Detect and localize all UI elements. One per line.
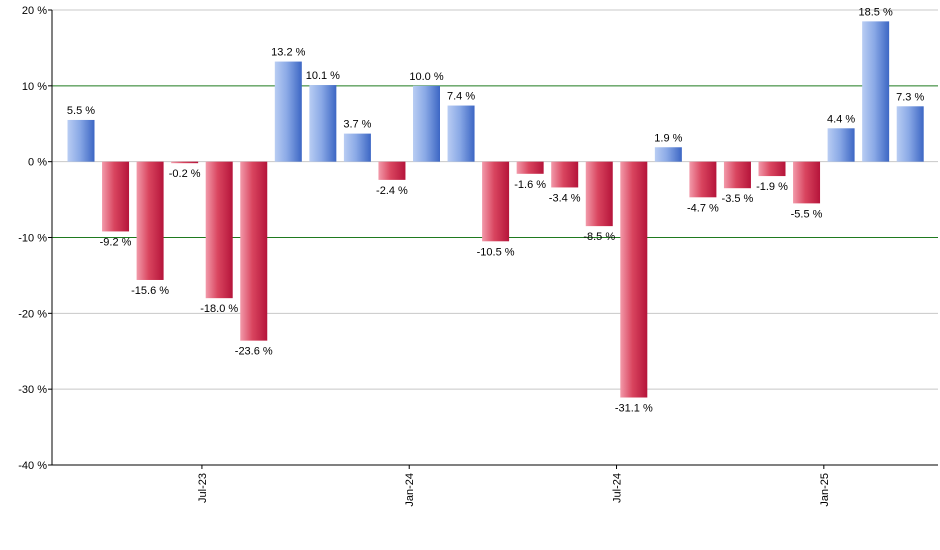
data-label: 18.5 % (859, 6, 893, 18)
bars (67, 21, 924, 398)
data-label: -15.6 % (131, 285, 169, 297)
data-label: -8.5 % (583, 231, 615, 243)
x-tick-label: Jan-25 (819, 473, 831, 507)
y-tick-label: -20 % (18, 308, 47, 320)
y-tick-label: -10 % (18, 233, 47, 245)
data-label: -3.5 % (722, 193, 754, 205)
bar (67, 119, 95, 162)
data-label: 1.9 % (654, 132, 682, 144)
data-label: -4.7 % (687, 202, 719, 214)
data-label: 7.3 % (896, 91, 924, 103)
data-label: 7.4 % (447, 91, 475, 103)
data-label: -10.5 % (477, 246, 515, 258)
data-label: -2.4 % (376, 185, 408, 197)
x-tick-label: Jul-23 (197, 473, 209, 503)
bar (827, 128, 855, 162)
bar (551, 161, 579, 188)
data-labels: 5.5 % -9.2 % -15.6 % -0.2 % -18.0 % -23.6 % 13… (67, 6, 925, 414)
bar (862, 21, 890, 162)
bar (620, 161, 648, 398)
data-label: 4.4 % (827, 113, 855, 125)
y-tick-label: -40 % (18, 460, 47, 472)
data-label: -1.9 % (756, 181, 788, 193)
bar (758, 161, 786, 177)
data-label: 5.5 % (67, 105, 95, 117)
bar (274, 61, 302, 162)
data-label: 13.2 % (271, 47, 305, 59)
bar (240, 161, 268, 341)
x-tick-label: Jan-24 (404, 473, 416, 507)
bar (447, 105, 475, 162)
bar (136, 161, 164, 280)
data-label: -9.2 % (100, 236, 132, 248)
axes: 20 % 10 % 0 % -10 % -20 % -30 % -40 % Jul-23 Jan… (18, 5, 938, 507)
data-label: -31.1 % (615, 403, 653, 415)
bar (654, 147, 682, 162)
bar (689, 161, 717, 198)
bar (205, 161, 233, 299)
y-tick-label: 0 % (28, 157, 47, 169)
bar (482, 161, 510, 242)
data-label: -18.0 % (200, 303, 238, 315)
bar (896, 106, 924, 162)
bar (171, 161, 199, 164)
data-label: 10.0 % (409, 71, 443, 83)
data-label: 10.1 % (306, 70, 340, 82)
data-label: 3.7 % (343, 119, 371, 131)
bar (102, 161, 130, 232)
bar (378, 161, 406, 180)
y-tick-label: 20 % (22, 5, 47, 17)
data-label: -3.4 % (549, 192, 581, 204)
bar (516, 161, 544, 174)
bar (309, 85, 337, 162)
data-label: -1.6 % (514, 179, 546, 191)
data-label: -5.5 % (791, 208, 823, 220)
y-tick-label: 10 % (22, 81, 47, 93)
bar (343, 133, 371, 162)
bar (723, 161, 751, 189)
data-label: -0.2 % (169, 168, 201, 180)
bar (413, 85, 440, 162)
data-label: -23.6 % (235, 346, 273, 358)
bar (585, 161, 613, 227)
y-tick-label: -30 % (18, 384, 47, 396)
bar (793, 161, 821, 204)
x-tick-label: Jul-24 (612, 473, 624, 503)
